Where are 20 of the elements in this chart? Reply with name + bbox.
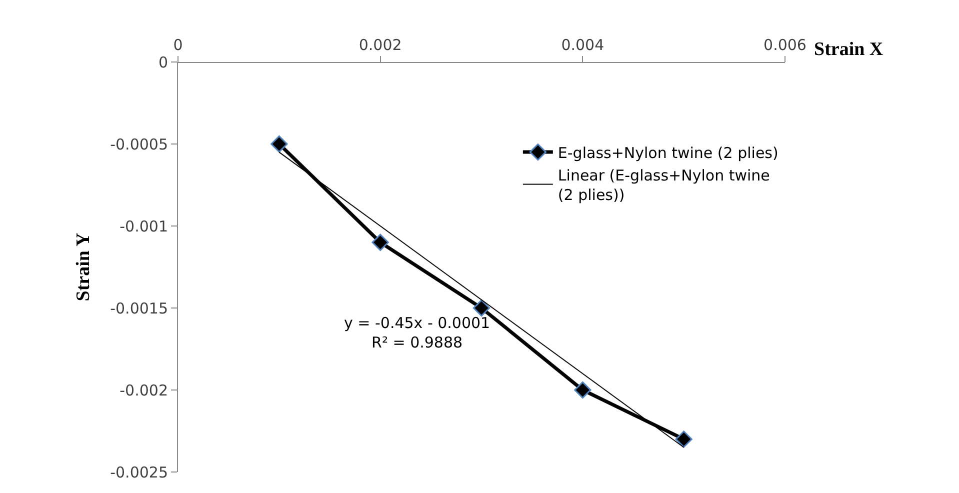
y-tick-label: -0.001 [120, 217, 168, 236]
x-tick-label: 0.004 [561, 36, 604, 54]
y-tick-label: -0.002 [120, 381, 168, 400]
point [472, 299, 490, 317]
y-tick-label: 0 [158, 53, 168, 72]
legend-label: E-glass+Nylon twine (2 plies) [558, 144, 778, 162]
legend-label: Linear (E-glass+Nylon twine (2 plies)) [558, 166, 770, 204]
point [270, 135, 288, 153]
point [372, 234, 389, 251]
y-tick-label: -0.0015 [110, 299, 168, 318]
x-tick-label: 0.006 [764, 36, 806, 54]
x-tick-label: 0 [173, 36, 183, 54]
x-axis-title: Strain X [814, 39, 884, 60]
point [675, 430, 692, 448]
y-axis-title: Strain Y [72, 232, 94, 302]
annotation: y = -0.45x - 0.0001 R² = 0.9888 [344, 314, 490, 352]
x-tick-label: 0.002 [358, 36, 402, 54]
y-tick-label: -0.0005 [110, 135, 168, 154]
y-tick-label: -0.0025 [110, 463, 168, 482]
point [574, 381, 592, 399]
